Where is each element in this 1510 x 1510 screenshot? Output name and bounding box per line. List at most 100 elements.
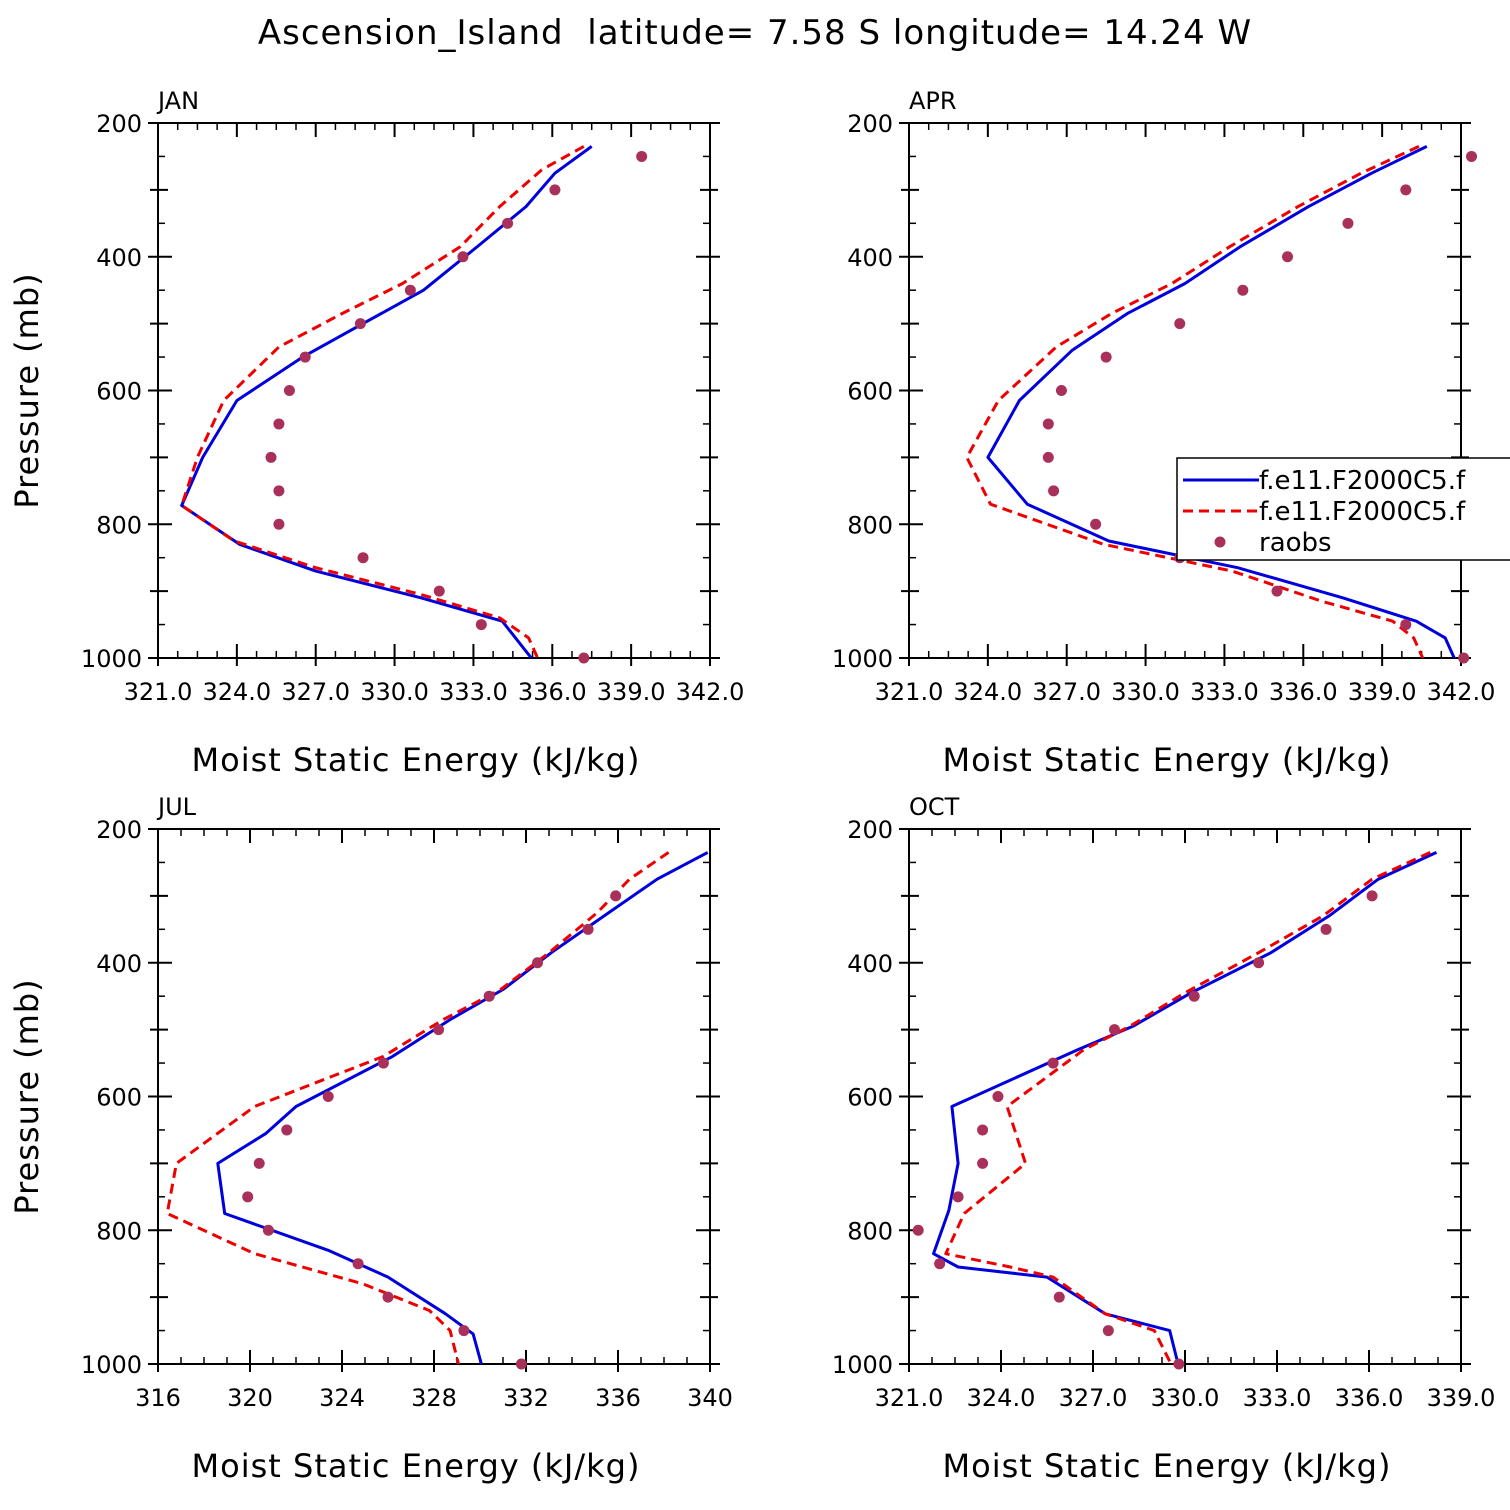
raobs-point xyxy=(354,318,366,330)
raobs-point xyxy=(262,1224,274,1236)
raobs-point xyxy=(1055,385,1067,396)
panel-jan: JAN 321.0 324.0 327.0 330.0 333.0 336.0 339.0 34… xyxy=(8,87,744,779)
raobs-point xyxy=(1282,251,1294,263)
series-line-dashed xyxy=(944,851,1431,1364)
raobs-point xyxy=(483,990,495,1002)
x-axis-label: Moist Static Energy (kJ/kg) xyxy=(192,741,641,779)
panel-title: OCT xyxy=(909,793,960,821)
raobs-point xyxy=(1271,585,1283,597)
raobs-point xyxy=(1053,1291,1065,1303)
series-line-solid xyxy=(986,145,1456,658)
plot-frame xyxy=(908,122,1462,659)
panel-title: JUL xyxy=(156,793,197,821)
y-tick-label: 1000 xyxy=(832,645,893,673)
plot-frame xyxy=(157,828,711,1365)
y-tick-label: 200 xyxy=(96,816,142,844)
raobs-point xyxy=(433,1024,445,1036)
x-tick-label: 333.0 xyxy=(439,678,508,706)
x-tick-label: 321.0 xyxy=(875,678,944,706)
x-tick-label: 330.0 xyxy=(1151,1384,1220,1412)
x-tick-label: 339.0 xyxy=(1427,1384,1496,1412)
plot-frame xyxy=(157,122,711,659)
figure-title: Ascension_Island latitude= 7.58 S longit… xyxy=(258,13,1252,53)
raobs-point xyxy=(952,1191,964,1203)
raobs-point xyxy=(1400,184,1412,196)
legend-label: f.e11.F2000C5.f xyxy=(1259,466,1466,496)
x-tick-label: 327.0 xyxy=(1059,1384,1128,1412)
raobs-point xyxy=(283,385,295,396)
y-tick-label: 200 xyxy=(847,110,893,138)
y-tick-label: 800 xyxy=(96,1217,142,1245)
raobs-point xyxy=(273,485,285,497)
raobs-point xyxy=(1100,351,1112,363)
y-tick-label: 400 xyxy=(96,244,142,272)
raobs-point xyxy=(1366,890,1378,902)
y-tick-label: 1000 xyxy=(81,645,142,673)
legend-marker xyxy=(1214,536,1226,548)
raobs-point xyxy=(1048,485,1060,497)
raobs-point xyxy=(404,284,416,296)
x-tick-label: 324.0 xyxy=(202,678,271,706)
x-tick-label: 321.0 xyxy=(124,678,193,706)
raobs-point xyxy=(299,351,311,363)
raobs-point xyxy=(1458,652,1470,664)
raobs-point xyxy=(578,652,590,664)
x-tick-label: 316 xyxy=(135,1384,181,1412)
raobs-point xyxy=(458,1325,470,1337)
x-tick-label: 324.0 xyxy=(967,1384,1036,1412)
raobs-point xyxy=(1042,418,1054,430)
x-tick-label: 328 xyxy=(411,1384,457,1412)
x-tick-label: 324.0 xyxy=(953,678,1022,706)
raobs-point xyxy=(1047,1057,1059,1069)
y-tick-label: 400 xyxy=(847,244,893,272)
x-axis-label: Moist Static Energy (kJ/kg) xyxy=(943,741,1392,779)
panel-title: JAN xyxy=(156,87,199,115)
x-tick-label: 336.0 xyxy=(1269,678,1338,706)
raobs-point xyxy=(610,890,622,902)
raobs-point xyxy=(502,217,514,229)
raobs-point xyxy=(1400,619,1412,631)
raobs-point xyxy=(1188,990,1200,1002)
raobs-point xyxy=(377,1057,389,1069)
y-tick-label: 800 xyxy=(847,1217,893,1245)
raobs-point xyxy=(1108,1024,1120,1036)
plot-area xyxy=(932,851,1438,1364)
raobs-point xyxy=(1173,1358,1185,1370)
raobs-point xyxy=(977,1157,989,1169)
y-tick-label: 800 xyxy=(96,511,142,539)
y-tick-label: 200 xyxy=(96,110,142,138)
y-tick-label: 600 xyxy=(96,378,142,406)
raobs-point xyxy=(977,1124,989,1136)
x-tick-label: 336.0 xyxy=(1335,1384,1404,1412)
raobs-point xyxy=(352,1258,364,1270)
panel-jul: JUL 316 320 324 328 332 336 340 200 400 600 800 1000… xyxy=(8,793,733,1485)
raobs-point xyxy=(1042,451,1054,463)
x-tick-label: 342.0 xyxy=(1427,678,1496,706)
y-tick-label: 1000 xyxy=(81,1351,142,1379)
y-tick-label: 600 xyxy=(96,1084,142,1112)
raobs-point xyxy=(1102,1325,1114,1337)
raobs-point xyxy=(457,251,469,263)
raobs-point xyxy=(1466,150,1478,162)
series-line-dashed xyxy=(965,145,1425,658)
x-tick-label: 336.0 xyxy=(518,678,587,706)
series-line-solid xyxy=(216,851,709,1364)
x-tick-label: 333.0 xyxy=(1190,678,1259,706)
x-tick-label: 339.0 xyxy=(597,678,666,706)
panel-title: APR xyxy=(909,87,957,115)
plot-area xyxy=(165,851,709,1364)
raobs-point xyxy=(273,418,285,430)
x-tick-label: 327.0 xyxy=(281,678,350,706)
x-tick-label: 324 xyxy=(319,1384,365,1412)
raobs-point xyxy=(265,451,277,463)
raobs-point xyxy=(322,1091,334,1102)
y-tick-label: 600 xyxy=(847,378,893,406)
x-tick-label: 340 xyxy=(687,1384,733,1412)
raobs-point xyxy=(253,1157,265,1169)
series-line-solid xyxy=(180,145,593,658)
raobs-point xyxy=(515,1358,527,1370)
x-tick-label: 336 xyxy=(595,1384,641,1412)
raobs-point xyxy=(1320,923,1332,935)
